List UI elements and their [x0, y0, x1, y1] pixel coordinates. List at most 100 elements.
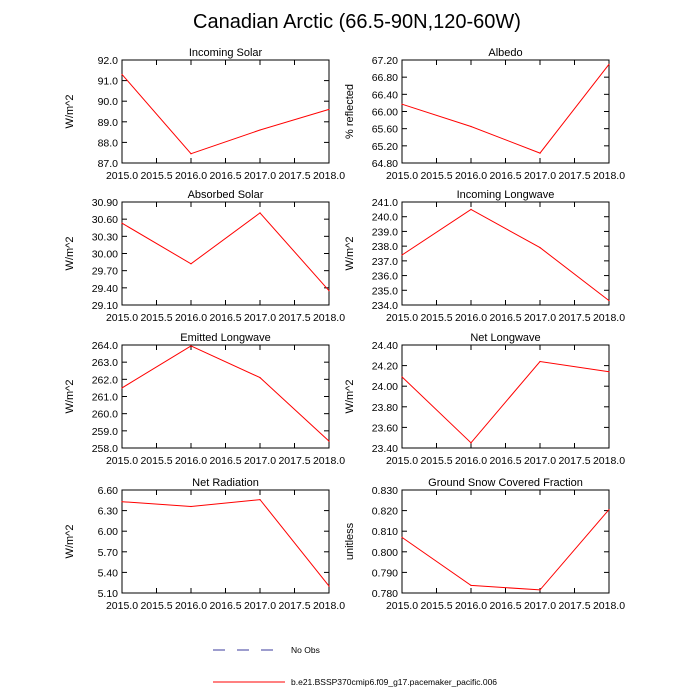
- data-point: [470, 584, 472, 586]
- y-tick-label: 261.0: [92, 392, 118, 404]
- y-tick-label: 91.0: [98, 76, 119, 88]
- x-tick-label: 2016.5: [209, 455, 241, 467]
- x-tick-label: 2017.0: [524, 312, 556, 324]
- y-tick-label: 24.00: [372, 381, 398, 393]
- x-tick-label: 2017.5: [558, 312, 590, 324]
- data-point: [401, 254, 403, 256]
- x-tick-label: 2015.5: [140, 455, 172, 467]
- x-tick-label: 2015.0: [386, 170, 418, 182]
- x-tick-label: 2017.0: [244, 455, 276, 467]
- x-tick-label: 2015.0: [106, 600, 138, 612]
- x-tick-label: 2015.5: [420, 170, 452, 182]
- x-tick-label: 2015.5: [140, 600, 172, 612]
- y-tick-label: 30.90: [92, 197, 118, 209]
- series-line: [401, 360, 610, 444]
- y-axis-label: W/m^2: [64, 525, 76, 559]
- data-point: [470, 125, 472, 128]
- y-tick-label: 0.790: [372, 567, 398, 579]
- x-tick-label: 2015.0: [386, 600, 418, 612]
- data-point: [608, 371, 610, 373]
- y-tick-label: 67.20: [372, 55, 398, 67]
- data-point: [608, 299, 610, 302]
- x-tick-label: 2015.0: [386, 455, 418, 467]
- y-tick-label: 235.0: [372, 285, 398, 297]
- x-tick-label: 2016.0: [455, 600, 487, 612]
- y-tick-label: 0.830: [372, 485, 398, 497]
- data-point: [470, 442, 472, 444]
- y-tick-label: 236.0: [372, 271, 398, 283]
- x-tick-label: 2016.5: [489, 312, 521, 324]
- x-tick-label: 2018.0: [313, 455, 345, 467]
- panel-3: Incoming Longwave W/m^2 2015.0 2015.5 2016.0…: [344, 189, 625, 324]
- x-tick-label: 2017.0: [524, 170, 556, 182]
- data-point: [539, 152, 541, 154]
- data-point: [190, 505, 192, 508]
- series-line: [401, 509, 610, 591]
- x-tick-label: 2017.0: [244, 312, 276, 324]
- y-tick-label: 23.60: [372, 422, 398, 434]
- y-tick-label: 23.40: [372, 443, 398, 455]
- x-tick-label: 2016.0: [175, 600, 207, 612]
- data-point: [539, 360, 541, 363]
- y-tick-label: 263.0: [92, 357, 118, 369]
- plot-frame: [121, 489, 330, 594]
- y-tick-label: 237.0: [372, 256, 398, 268]
- y-axis-label: W/m^2: [64, 95, 76, 129]
- panel-title: Net Radiation: [192, 477, 259, 489]
- x-tick-label: 2017.0: [524, 455, 556, 467]
- y-tick-label: 29.40: [92, 283, 118, 295]
- data-point: [121, 222, 123, 224]
- series-line: [121, 74, 330, 155]
- plot-frame: [401, 344, 610, 449]
- y-axis-label: % reflected: [344, 84, 356, 139]
- y-axis-label: W/m^2: [64, 237, 76, 271]
- panel-7: Ground Snow Covered Fraction unitless 2015…: [344, 477, 625, 612]
- plot-frame: [121, 201, 330, 306]
- x-tick-label: 2016.5: [489, 170, 521, 182]
- x-tick-label: 2017.5: [278, 600, 310, 612]
- x-tick-label: 2015.5: [420, 312, 452, 324]
- panel-title: Albedo: [488, 47, 522, 59]
- y-tick-label: 260.0: [92, 409, 118, 421]
- x-tick-label: 2017.5: [558, 600, 590, 612]
- y-tick-label: 65.60: [372, 124, 398, 136]
- y-tick-label: 258.0: [92, 443, 118, 455]
- y-tick-label: 66.80: [372, 72, 398, 84]
- y-tick-label: 6.30: [98, 506, 119, 518]
- y-axis-label: W/m^2: [344, 237, 356, 271]
- y-tick-label: 0.810: [372, 526, 398, 538]
- x-tick-label: 2018.0: [593, 600, 625, 612]
- panel-title: Incoming Solar: [189, 47, 263, 59]
- x-tick-label: 2016.0: [455, 455, 487, 467]
- x-tick-label: 2017.5: [278, 170, 310, 182]
- y-tick-label: 238.0: [372, 241, 398, 253]
- y-tick-label: 0.780: [372, 588, 398, 600]
- x-tick-label: 2018.0: [313, 312, 345, 324]
- data-point: [190, 345, 192, 347]
- data-point: [539, 247, 541, 249]
- legend-label-0: No Obs: [291, 645, 320, 655]
- plot-frame: [401, 59, 610, 164]
- y-tick-label: 29.70: [92, 266, 118, 278]
- y-tick-label: 66.00: [372, 107, 398, 119]
- y-tick-label: 30.60: [92, 214, 118, 226]
- x-tick-label: 2015.0: [106, 170, 138, 182]
- y-tick-label: 234.0: [372, 300, 398, 312]
- y-tick-label: 29.10: [92, 300, 118, 312]
- data-point: [328, 290, 330, 292]
- x-tick-label: 2017.0: [244, 600, 276, 612]
- x-tick-label: 2018.0: [593, 170, 625, 182]
- panel-title: Net Longwave: [470, 332, 540, 344]
- x-tick-label: 2018.0: [313, 600, 345, 612]
- legend: No Obs b.e21.BSSP370cmip6.f09_g17.pacemak…: [213, 645, 497, 687]
- y-tick-label: 65.20: [372, 141, 398, 153]
- y-tick-label: 264.0: [92, 340, 118, 352]
- x-tick-label: 2017.5: [278, 312, 310, 324]
- data-point: [470, 208, 472, 210]
- panel-title: Absorbed Solar: [188, 189, 264, 201]
